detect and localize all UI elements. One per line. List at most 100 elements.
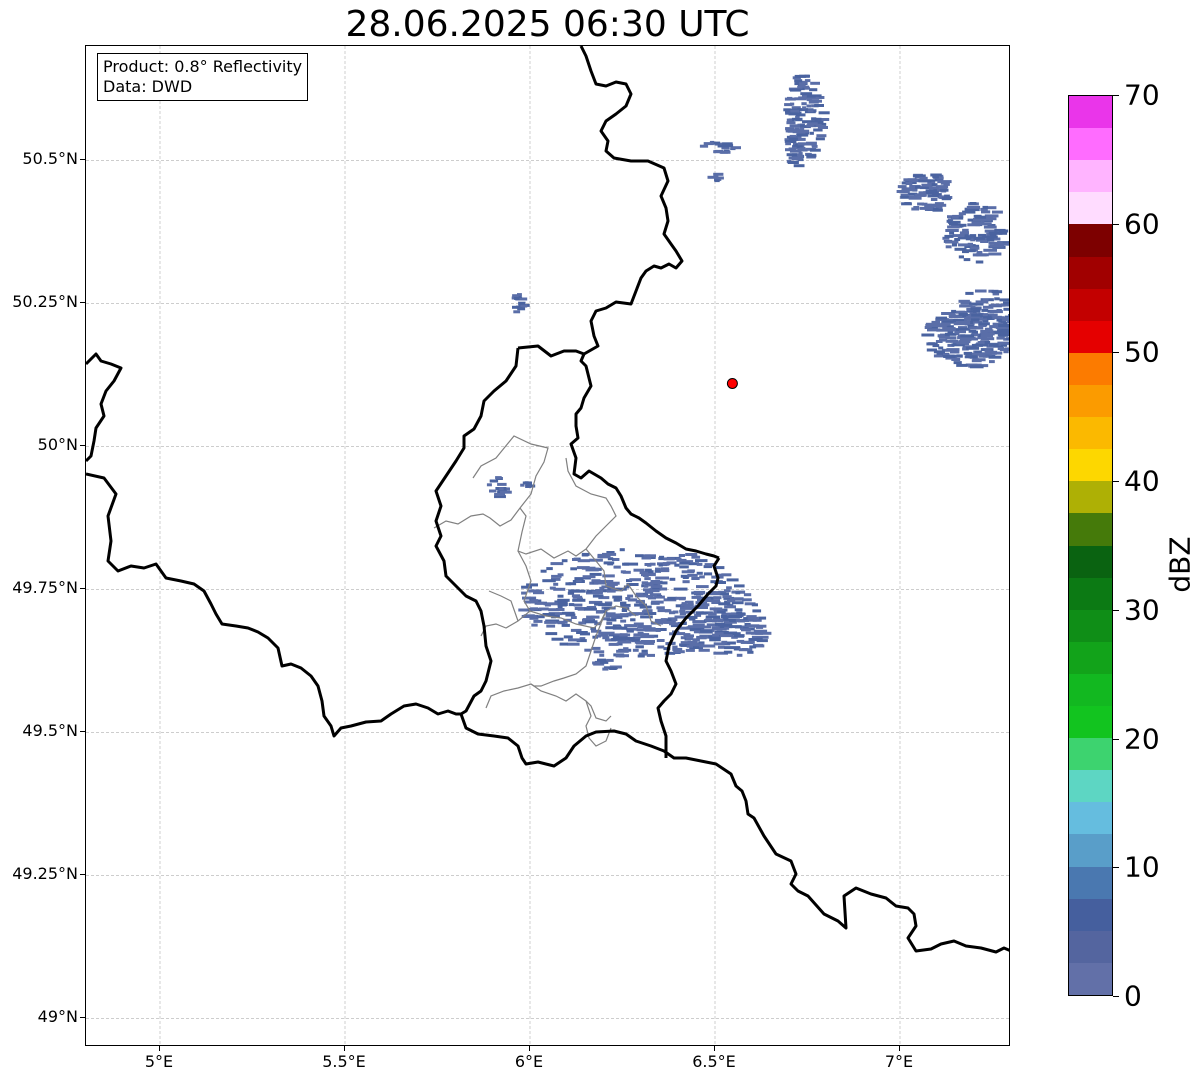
echo-cell bbox=[544, 620, 557, 624]
echo-cell bbox=[1000, 321, 1008, 325]
echo-cell bbox=[982, 319, 989, 323]
echo-cell bbox=[996, 326, 1004, 330]
echo-cell bbox=[949, 350, 960, 354]
echo-cell bbox=[992, 292, 1000, 296]
echo-cell bbox=[641, 573, 647, 577]
echo-cell bbox=[951, 309, 957, 313]
echo-cell bbox=[714, 632, 724, 636]
echo-cell bbox=[622, 607, 630, 611]
lat-tick-mark bbox=[80, 1017, 85, 1019]
echo-cell bbox=[695, 629, 713, 633]
lat-tick-mark bbox=[80, 159, 85, 161]
echo-cell bbox=[616, 642, 623, 646]
canton-border bbox=[485, 610, 607, 709]
colorbar-segment bbox=[1069, 320, 1112, 353]
echo-cell bbox=[637, 625, 652, 629]
echo-cell bbox=[717, 144, 730, 148]
echo-cell bbox=[790, 102, 795, 106]
echo-cell bbox=[951, 215, 959, 219]
echo-cell bbox=[900, 193, 909, 197]
echo-cell bbox=[608, 613, 623, 617]
echo-cell bbox=[611, 616, 623, 619]
echo-cell bbox=[744, 602, 756, 606]
echo-cell bbox=[977, 233, 987, 237]
echo-cell bbox=[620, 603, 631, 607]
border-fr-be-nw bbox=[86, 352, 123, 463]
echo-cell bbox=[758, 616, 767, 620]
echo-cell bbox=[912, 174, 926, 178]
map-plot-area[interactable] bbox=[85, 45, 1010, 1046]
echo-cell bbox=[641, 556, 652, 560]
product-label: Product: 0.8° Reflectivity bbox=[103, 57, 303, 76]
echo-cell bbox=[705, 615, 721, 619]
echo-cell bbox=[703, 142, 714, 146]
echo-cell bbox=[681, 602, 687, 606]
echo-cell bbox=[526, 583, 538, 587]
echo-cell bbox=[935, 206, 943, 209]
echo-cell bbox=[990, 303, 1004, 307]
echo-cell bbox=[680, 641, 695, 645]
echo-cell bbox=[795, 80, 808, 84]
echo-cell bbox=[970, 307, 981, 311]
echo-cell bbox=[752, 609, 762, 613]
echo-cell bbox=[670, 624, 682, 628]
echo-cell bbox=[971, 352, 986, 356]
echo-cell bbox=[719, 618, 733, 622]
echo-cell bbox=[811, 144, 818, 148]
echo-cell bbox=[811, 94, 822, 98]
echo-cell bbox=[980, 337, 995, 341]
echo-cell bbox=[908, 195, 919, 199]
echo-cell bbox=[943, 355, 956, 358]
echo-cell bbox=[615, 587, 627, 591]
echo-cell bbox=[598, 631, 615, 635]
echo-cell bbox=[533, 591, 545, 595]
echo-cell bbox=[942, 236, 950, 240]
echo-cell bbox=[623, 585, 630, 589]
echo-cell bbox=[641, 581, 649, 585]
echo-cell bbox=[680, 606, 693, 610]
echo-cell bbox=[624, 624, 637, 628]
echo-cell bbox=[724, 589, 731, 593]
colorbar-segment bbox=[1069, 962, 1112, 995]
echo-cell bbox=[512, 294, 519, 298]
echo-cell bbox=[644, 573, 656, 577]
echo-cell bbox=[946, 219, 953, 223]
echo-cell bbox=[802, 120, 813, 124]
lon-tick-label: 5°E bbox=[144, 1052, 174, 1071]
colorbar-segment bbox=[1069, 833, 1112, 867]
border-lu-fr bbox=[459, 713, 1009, 954]
echo-cell bbox=[536, 601, 544, 605]
echo-cell bbox=[949, 231, 955, 235]
echo-cell bbox=[939, 188, 949, 192]
echo-cell bbox=[729, 619, 736, 622]
lon-tick-label: 6.5°E bbox=[692, 1052, 736, 1071]
echo-cell bbox=[703, 565, 713, 569]
echo-cell bbox=[714, 581, 726, 584]
map-title: 28.06.2025 06:30 UTC bbox=[345, 4, 750, 45]
echo-cell bbox=[994, 315, 1002, 319]
echo-cell bbox=[672, 610, 679, 614]
echo-cell bbox=[489, 489, 497, 493]
echo-cell bbox=[1003, 301, 1009, 305]
echo-cell bbox=[1005, 337, 1009, 341]
echo-cell bbox=[514, 297, 520, 300]
echo-cell bbox=[612, 624, 621, 628]
echo-cell bbox=[954, 247, 967, 251]
echo-cell bbox=[640, 635, 655, 639]
echo-cell bbox=[626, 579, 633, 583]
echo-cell bbox=[755, 631, 772, 635]
colorbar-tick-mark bbox=[1113, 609, 1119, 611]
echo-cell bbox=[976, 251, 983, 254]
echo-cell bbox=[719, 625, 730, 628]
echo-cell bbox=[648, 583, 655, 587]
echo-cell bbox=[733, 647, 741, 651]
echo-cell bbox=[689, 646, 703, 649]
canton-border bbox=[530, 683, 612, 722]
echo-cell bbox=[649, 562, 656, 566]
echo-cell bbox=[704, 563, 717, 567]
echo-cell bbox=[992, 237, 1001, 241]
echo-cell bbox=[989, 325, 1002, 329]
echo-cell bbox=[561, 623, 570, 627]
echo-cell bbox=[553, 587, 566, 591]
echo-cell bbox=[806, 141, 817, 145]
